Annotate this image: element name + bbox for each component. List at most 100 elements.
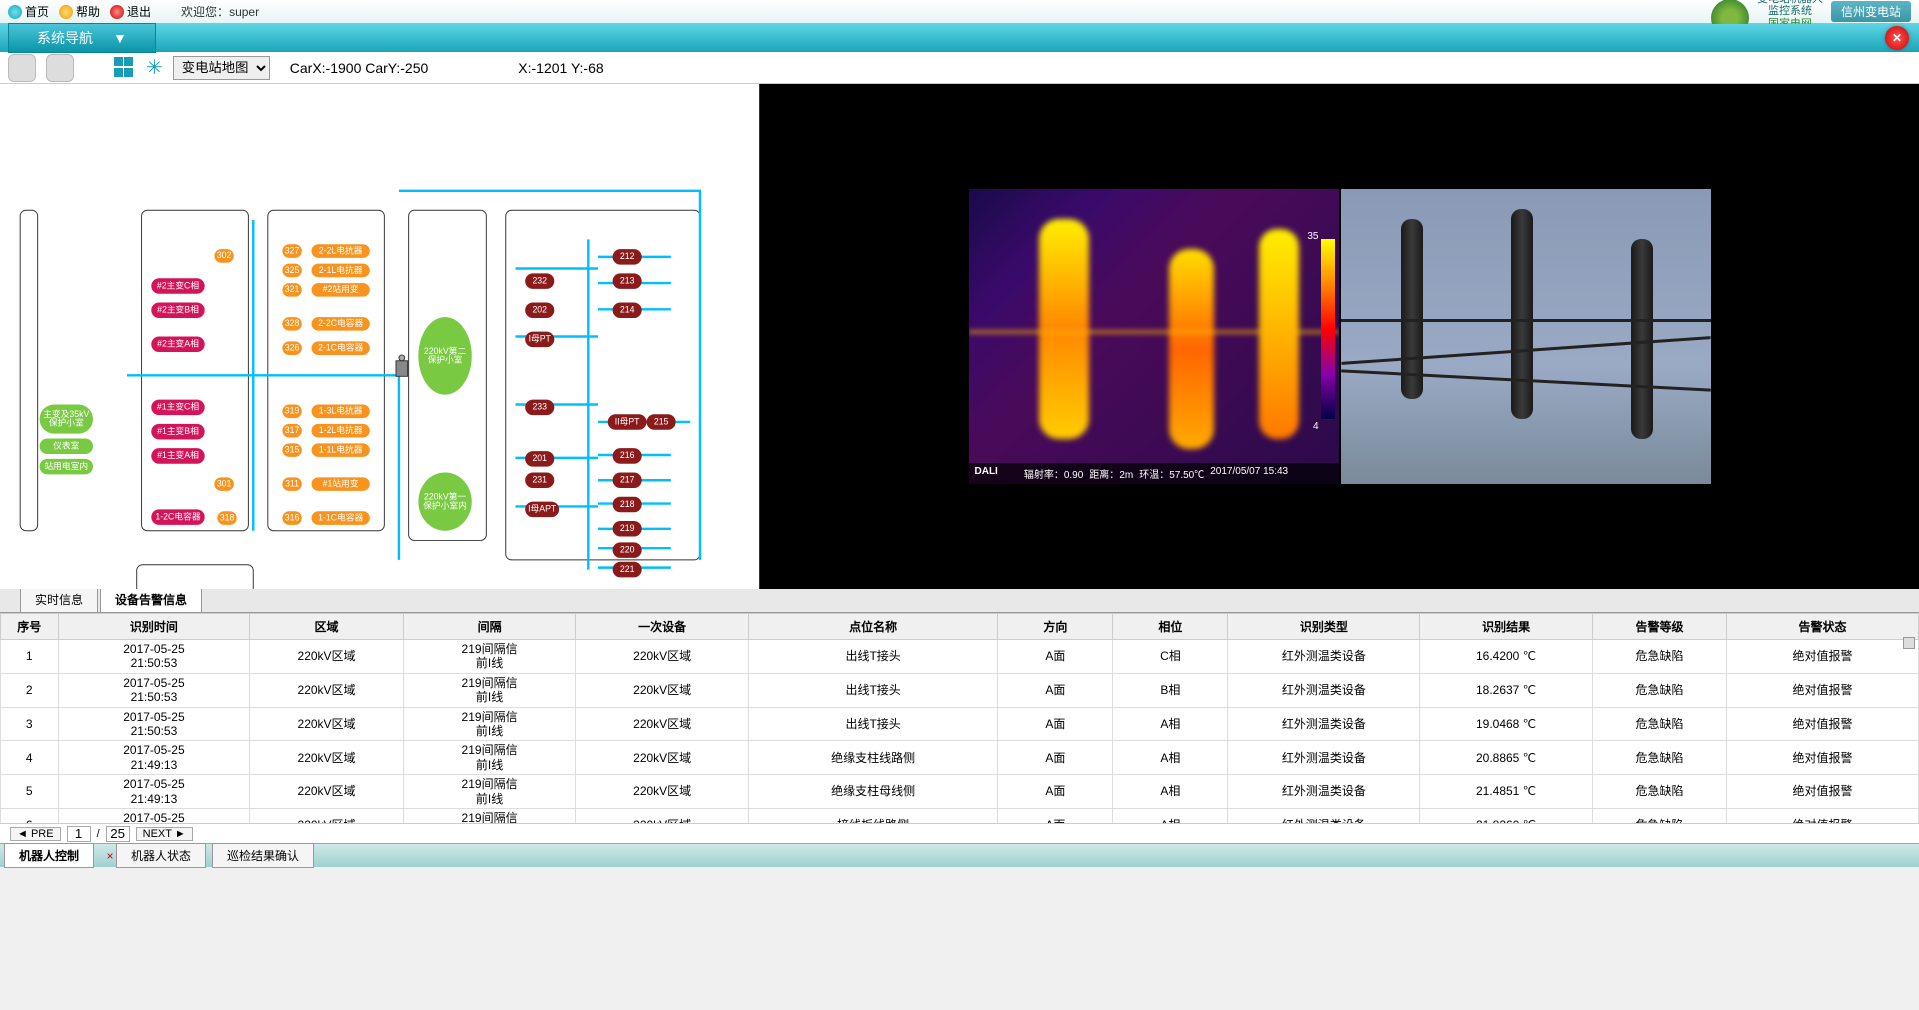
diagram-node[interactable]: 217: [613, 472, 642, 488]
diagram-node[interactable]: 1-1C电容器: [312, 511, 370, 525]
diagram-node[interactable]: 215: [647, 414, 676, 430]
table-header[interactable]: 相位: [1113, 614, 1228, 640]
table-row[interactable]: 22017-05-2521:50:53220kV区域219间隔信前I线220kV…: [1, 673, 1919, 707]
diagram-node[interactable]: #1主变B相: [151, 424, 204, 440]
diagram-node[interactable]: #1主变C相: [151, 400, 204, 416]
diagram-node[interactable]: 站用电室内: [40, 459, 93, 475]
diagram-node[interactable]: #1站用变: [312, 477, 370, 491]
diagram-node[interactable]: 216: [613, 448, 642, 464]
diagram-node[interactable]: 221: [613, 562, 642, 578]
table-header[interactable]: 识别结果: [1420, 614, 1593, 640]
diagram-node[interactable]: #1主变A相: [151, 448, 204, 464]
table-row[interactable]: 32017-05-2521:50:53220kV区域219间隔信前I线220kV…: [1, 707, 1919, 741]
thermal-brand: DALI: [975, 466, 998, 481]
diagram-node[interactable]: 220kV第二保护小室: [418, 317, 471, 395]
diagram-node[interactable]: 326: [282, 341, 301, 355]
diagram-node[interactable]: 232: [525, 273, 554, 289]
help-button[interactable]: 帮助: [59, 3, 100, 20]
diagram-node[interactable]: II母PT: [608, 414, 647, 430]
table-row[interactable]: 52017-05-2521:49:13220kV区域219间隔信前I线220kV…: [1, 775, 1919, 809]
table-cell: C相: [1113, 640, 1228, 674]
tab-robot-control[interactable]: 机器人控制: [4, 843, 94, 868]
tab-inspect-confirm[interactable]: 巡检结果确认: [212, 843, 314, 868]
pager-prev[interactable]: ◄ PRE: [10, 827, 61, 841]
diagram-node[interactable]: 2-2L电抗器: [312, 244, 370, 258]
diagram-node[interactable]: 1-3L电抗器: [312, 404, 370, 418]
diagram-node[interactable]: 318: [217, 511, 236, 525]
diagram-node[interactable]: 233: [525, 400, 554, 416]
table-row[interactable]: 12017-05-2521:50:53220kV区域219间隔信前I线220kV…: [1, 640, 1919, 674]
diagram-node[interactable]: 325: [282, 264, 301, 278]
home-button[interactable]: 首页: [8, 3, 49, 20]
diagram-node[interactable]: 主变及35kV保护小室: [40, 404, 93, 433]
diagram-node[interactable]: #2主变A相: [151, 337, 204, 353]
diagram-node[interactable]: 231: [525, 472, 554, 488]
diagram-node[interactable]: 327: [282, 244, 301, 258]
diagram-node[interactable]: 1-2L电抗器: [312, 424, 370, 438]
diagram-node[interactable]: 317: [282, 424, 301, 438]
tab-alarm[interactable]: 设备告警信息: [100, 586, 202, 612]
diagram-node[interactable]: 328: [282, 317, 301, 331]
diagram-node[interactable]: 213: [613, 273, 642, 289]
diagram-node[interactable]: 220: [613, 542, 642, 558]
table-header[interactable]: 方向: [998, 614, 1113, 640]
optical-camera-view[interactable]: [1341, 189, 1711, 484]
tool-icon-2[interactable]: [46, 54, 74, 82]
map-panel[interactable]: 主变及35kV保护小室仪表室站用电室内 220kV第二保护小室 220kV第一保护小…: [0, 84, 760, 589]
diagram-node[interactable]: I母PT: [525, 332, 554, 348]
diagram-node[interactable]: 2-1C电容器: [312, 341, 370, 355]
tab-robot-status[interactable]: 机器人状态: [116, 843, 206, 868]
diagram-node[interactable]: 311: [282, 477, 301, 491]
table-header[interactable]: 告警等级: [1592, 614, 1726, 640]
diagram-node[interactable]: #2主变C相: [151, 278, 204, 294]
fullscreen-icon[interactable]: [114, 57, 136, 79]
diagram-node[interactable]: 319: [282, 404, 301, 418]
table-header[interactable]: 间隔: [403, 614, 576, 640]
table-row[interactable]: 42017-05-2521:49:13220kV区域219间隔信前I线220kV…: [1, 741, 1919, 775]
diagram-node[interactable]: 220kV第一保护小室内: [418, 472, 471, 530]
tab-close-icon[interactable]: ×: [104, 850, 116, 862]
diagram-node[interactable]: 212: [613, 249, 642, 265]
diagram-node[interactable]: 2-2C电容器: [312, 317, 370, 331]
diagram-node[interactable]: 1-1L电抗器: [312, 443, 370, 457]
diagram-node[interactable]: 302: [214, 249, 233, 263]
table-header[interactable]: 一次设备: [576, 614, 749, 640]
diagram-node[interactable]: 201: [525, 451, 554, 467]
diagram-node[interactable]: 202: [525, 303, 554, 319]
table-header[interactable]: 识别时间: [58, 614, 250, 640]
diagram-node[interactable]: 214: [613, 303, 642, 319]
svg-text:328: 328: [285, 318, 300, 328]
diagram-node[interactable]: #2站用变: [312, 283, 370, 297]
tool-icon-1[interactable]: [8, 54, 36, 82]
diagram-node[interactable]: 2-1L电抗器: [312, 264, 370, 278]
scroll-up-icon[interactable]: [1903, 637, 1915, 649]
diagram-node[interactable]: 321: [282, 283, 301, 297]
diagram-node[interactable]: 301: [214, 477, 233, 491]
diagram-node[interactable]: 219: [613, 521, 642, 537]
diagram-node[interactable]: 218: [613, 497, 642, 513]
pager-next[interactable]: NEXT ►: [136, 827, 193, 841]
nav-close-button[interactable]: ✕: [1885, 26, 1909, 50]
thermal-camera-view[interactable]: 35 4 DALI 辐射率：0.90 距离：2m 环温：57.50℃ 2017/…: [969, 189, 1339, 484]
table-header[interactable]: 序号: [1, 614, 59, 640]
diagram-node[interactable]: 315: [282, 443, 301, 457]
diagram-node[interactable]: I母APT: [525, 502, 559, 518]
diagram-node[interactable]: #2主变B相: [151, 303, 204, 319]
exit-button[interactable]: 退出: [110, 3, 151, 20]
table-scrollbar[interactable]: [1903, 637, 1917, 651]
table-header[interactable]: 识别类型: [1228, 614, 1420, 640]
pager-page-input[interactable]: [67, 826, 91, 842]
thermal-scale-high: 35: [1307, 231, 1318, 242]
map-select[interactable]: 变电站地图: [173, 56, 270, 80]
table-header[interactable]: 区域: [250, 614, 403, 640]
table-header[interactable]: 告警状态: [1727, 614, 1919, 640]
center-icon[interactable]: ✳: [146, 55, 163, 80]
table-row[interactable]: 62017-05-2521:49:13220kV区域219间隔信前I线220kV…: [1, 808, 1919, 823]
table-header[interactable]: 点位名称: [748, 614, 997, 640]
diagram-node[interactable]: 1-2C电容器: [151, 509, 204, 525]
system-nav-dropdown[interactable]: 系统导航 ▼: [8, 23, 156, 53]
diagram-node[interactable]: 仪表室: [40, 438, 93, 454]
diagram-node[interactable]: 316: [282, 511, 301, 525]
navbar: 系统导航 ▼ ✕: [0, 24, 1919, 52]
tab-realtime[interactable]: 实时信息: [20, 586, 98, 612]
